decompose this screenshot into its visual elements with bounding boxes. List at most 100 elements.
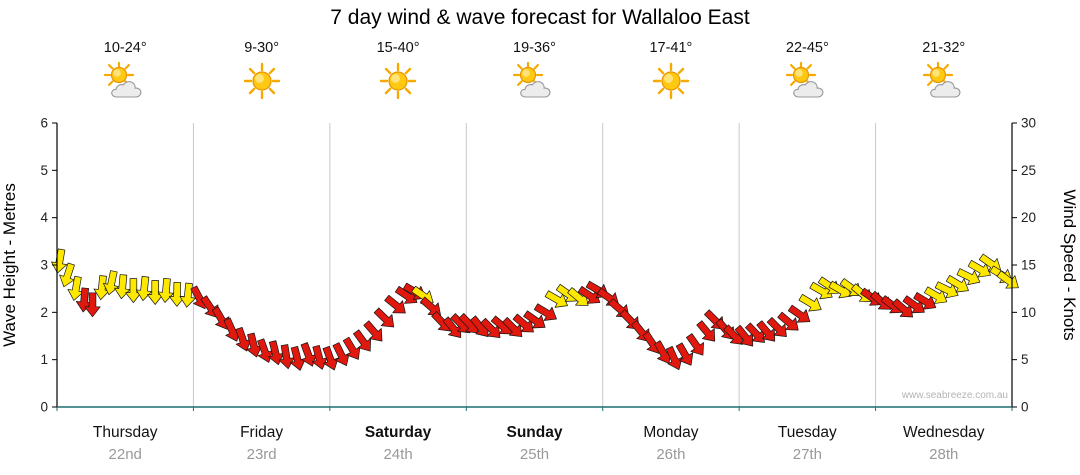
day-date: 25th bbox=[520, 446, 549, 463]
day-name: Wednesday bbox=[903, 424, 985, 441]
day-header-monday: 17-41° bbox=[603, 40, 739, 101]
day-date: 24th bbox=[383, 446, 412, 463]
left-axis-title: Wave Height - Metres bbox=[0, 183, 19, 347]
day-name: Sunday bbox=[507, 424, 563, 441]
day-name: Tuesday bbox=[778, 424, 837, 441]
left-tick-label: 1 bbox=[40, 352, 48, 367]
day-name: Friday bbox=[240, 424, 283, 441]
wind-arrow bbox=[809, 281, 833, 300]
sun-glyph bbox=[379, 62, 417, 100]
wind-arrow bbox=[523, 310, 546, 329]
wind-arrow bbox=[902, 295, 925, 314]
left-axis-ticks: 0 1 2 3 4 5 6 bbox=[40, 116, 57, 415]
right-tick-label: 15 bbox=[1021, 258, 1036, 273]
day-date: 22nd bbox=[109, 446, 142, 463]
sun-icon bbox=[240, 61, 284, 101]
right-axis-title: Wind Speed - Knots bbox=[1060, 189, 1079, 340]
temp-range: 22-45° bbox=[785, 40, 829, 56]
day-date: 28th bbox=[929, 446, 958, 463]
axes bbox=[56, 123, 1013, 411]
right-tick-label: 30 bbox=[1021, 116, 1036, 131]
day-header-wednesday: 21-32° bbox=[876, 40, 1012, 101]
wind-arrow bbox=[342, 336, 361, 360]
right-axis-ticks: 0 5 10 15 20 25 30 bbox=[1012, 116, 1036, 415]
sun-cloud-glyph bbox=[513, 61, 551, 98]
left-tick-label: 4 bbox=[40, 210, 48, 225]
wind-arrow bbox=[246, 332, 263, 358]
day-name: Saturday bbox=[365, 424, 432, 441]
wind-arrow bbox=[665, 346, 683, 371]
wind-arrow bbox=[268, 340, 284, 366]
wind-arrow bbox=[956, 268, 981, 286]
sun-cloud-glyph bbox=[922, 61, 961, 98]
wind-arrow bbox=[787, 304, 811, 323]
temp-range: 21-32° bbox=[922, 40, 966, 56]
sun-cloud-icon bbox=[512, 61, 556, 101]
temp-range: 15-40° bbox=[376, 40, 420, 56]
wind-arrow bbox=[967, 260, 991, 278]
right-tick-label: 10 bbox=[1021, 305, 1036, 320]
wind-arrow bbox=[567, 287, 589, 306]
wind-arrow bbox=[373, 307, 395, 328]
wind-arrow bbox=[756, 320, 776, 342]
right-tick-label: 25 bbox=[1021, 163, 1036, 178]
wind-arrow bbox=[945, 274, 969, 293]
wind-arrow bbox=[353, 329, 372, 352]
sun-icon bbox=[376, 61, 420, 101]
sun-cloud-icon bbox=[922, 61, 966, 101]
wind-arrow bbox=[93, 275, 110, 301]
wind-arrow bbox=[235, 326, 252, 352]
wind-arrow bbox=[59, 262, 75, 288]
left-tick-label: 6 bbox=[40, 116, 48, 131]
day-name: Thursday bbox=[93, 424, 158, 441]
left-tick-label: 3 bbox=[40, 258, 48, 273]
page-title: 7 day wind & wave forecast for Wallaloo … bbox=[330, 6, 750, 29]
wind-arrow bbox=[934, 281, 959, 299]
day-date: 23rd bbox=[247, 446, 277, 463]
day-header-saturday: 15-40° bbox=[330, 40, 466, 101]
wind-arrows bbox=[51, 248, 1019, 371]
wind-arrow bbox=[924, 286, 948, 304]
wind-arrow bbox=[442, 316, 462, 338]
wind-arrow bbox=[533, 303, 557, 321]
wind-arrow bbox=[766, 316, 787, 338]
day-header-friday: 9-30° bbox=[193, 40, 329, 101]
wind-arrow bbox=[544, 290, 568, 308]
sun-cloud-glyph bbox=[786, 61, 824, 98]
day-header-sunday: 19-36° bbox=[466, 40, 602, 101]
wind-arrow bbox=[913, 292, 937, 310]
day-header-tuesday: 22-45° bbox=[739, 40, 875, 101]
wind-arrow bbox=[777, 311, 799, 331]
wind-arrow bbox=[502, 316, 523, 338]
right-tick-label: 0 bbox=[1021, 400, 1029, 415]
sun-cloud-glyph bbox=[104, 61, 142, 98]
right-tick-label: 5 bbox=[1021, 352, 1029, 367]
day-headers: 10-24° 9-30° 15-40° 19-36° 17-41° 22-45° 21-32… bbox=[57, 40, 1012, 101]
wind-arrow bbox=[332, 342, 350, 367]
wind-arrow bbox=[51, 248, 68, 274]
right-tick-label: 20 bbox=[1021, 210, 1036, 225]
wind-arrow bbox=[67, 275, 84, 301]
wind-arrow bbox=[675, 342, 694, 366]
sun-cloud-icon bbox=[103, 61, 147, 101]
left-tick-label: 5 bbox=[40, 163, 48, 178]
day-name: Monday bbox=[643, 424, 698, 441]
temp-range: 9-30° bbox=[244, 40, 280, 56]
wind-arrow bbox=[480, 317, 501, 338]
wind-arrow bbox=[686, 333, 704, 356]
watermark: www.seabreeze.com.au bbox=[901, 390, 1008, 401]
sun-cloud-icon bbox=[785, 61, 829, 101]
sun-icon bbox=[649, 61, 693, 101]
day-date: 27th bbox=[793, 446, 822, 463]
wind-arrow bbox=[211, 306, 230, 330]
wind-arrow bbox=[892, 298, 914, 318]
left-tick-label: 0 bbox=[40, 400, 48, 415]
temp-range: 17-41° bbox=[649, 40, 693, 56]
wind-arrow bbox=[512, 313, 534, 333]
left-tick-label: 2 bbox=[40, 305, 48, 320]
wind-arrow bbox=[745, 322, 765, 343]
wind-arrow bbox=[696, 320, 716, 342]
wind-arrow bbox=[84, 292, 101, 318]
